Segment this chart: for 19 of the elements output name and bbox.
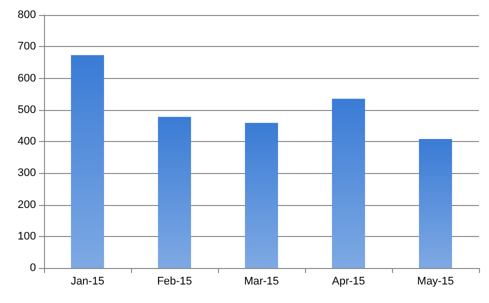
bar (418, 138, 452, 268)
bar (244, 122, 278, 268)
bar (158, 116, 192, 268)
x-tick-label: Jan-15 (70, 276, 104, 288)
x-tick-label: Feb-15 (157, 276, 192, 288)
y-tick-label: 600 (18, 72, 36, 84)
bar (332, 98, 366, 268)
y-tick-label: 500 (18, 104, 36, 116)
bar (70, 55, 104, 268)
y-tick-label: 700 (18, 40, 36, 53)
x-tick-label: Apr-15 (332, 276, 366, 288)
y-tick-label: 800 (18, 9, 36, 21)
y-tick-label: 200 (18, 198, 36, 211)
y-tick-label: 100 (18, 230, 36, 242)
x-tick-label: May-15 (417, 276, 454, 288)
x-tick-label: Mar-15 (244, 276, 279, 288)
y-tick-label: 400 (18, 136, 36, 148)
y-tick-label: 0 (30, 262, 36, 274)
y-tick-label: 300 (18, 167, 36, 180)
